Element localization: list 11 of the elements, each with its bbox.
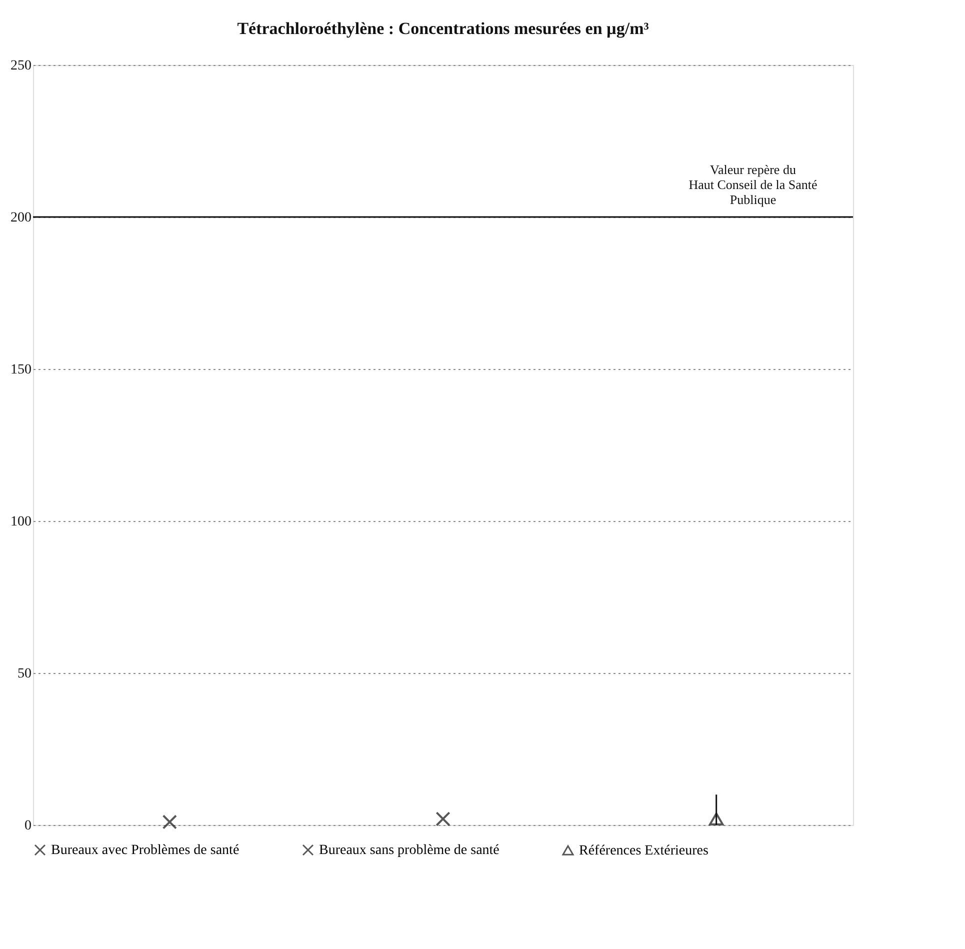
y-tick-label: 0 (24, 818, 32, 834)
legend-label: Bureaux sans problème de santé (319, 843, 500, 858)
ref-line-label: Valeur repère du Haut Conseil de la Santé Publique (688, 162, 818, 207)
legend-label: Références Extérieures (579, 843, 708, 858)
y-tick-label: 200 (10, 210, 32, 226)
y-tick-label: 150 (10, 362, 32, 378)
y-tick-label: 250 (10, 58, 32, 74)
legend-label: Bureaux avec Problèmes de santé (51, 843, 240, 858)
y-tick-label: 100 (10, 514, 32, 530)
y-tick-label: 50 (18, 666, 32, 682)
chart-title: Tétrachloroéthylène : Concentrations mesurées en µg/m³ (237, 19, 649, 38)
